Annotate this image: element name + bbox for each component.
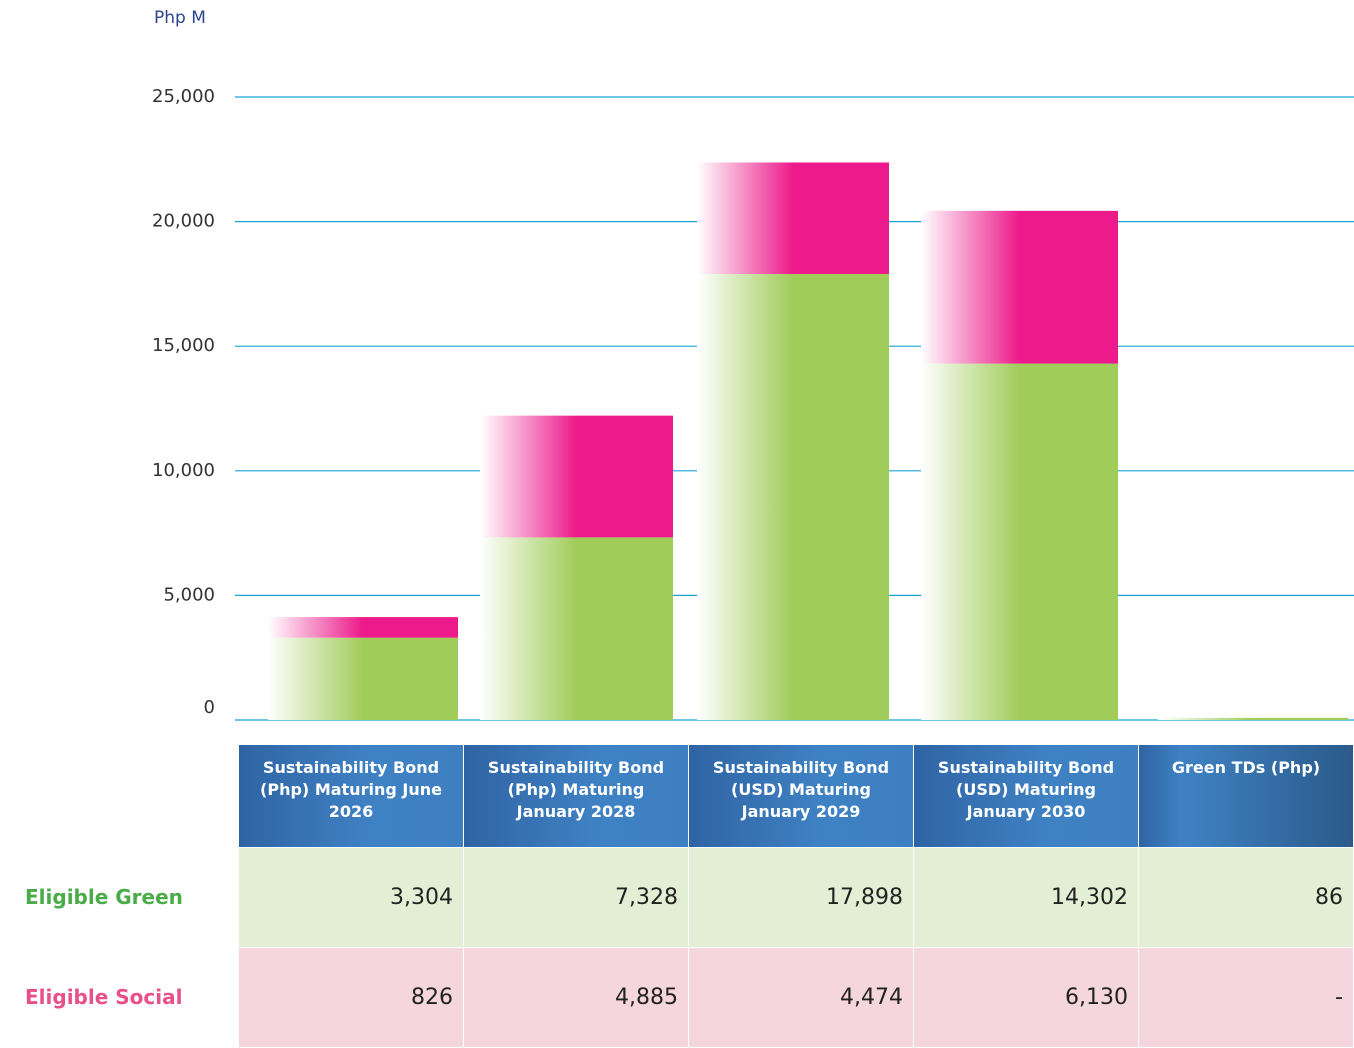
column-header: Sustainability Bond (Php) Maturing June … [239,745,464,847]
y-tick-label: 10,000 [152,460,215,481]
y-tick-label: 20,000 [152,211,215,232]
bar-segment [268,617,458,638]
table-value: 14,302 [914,848,1139,947]
table-value: 3,304 [239,848,464,947]
table-value: 4,885 [464,948,689,1047]
bar-segment [480,415,673,538]
table-value: 826 [239,948,464,1047]
table-value: - [1139,948,1354,1047]
bar-segment [921,363,1118,720]
table-value: 86 [1139,848,1354,947]
bar-segment [921,210,1118,364]
bar-segment [1158,717,1348,720]
y-tick-label: 25,000 [152,86,215,107]
chart: Php M 0 5,000 10,000 15,000 20,000 25,000 [152,8,1354,721]
row-label: Eligible Green [25,885,183,909]
column-header: Green TDs (Php) [1139,745,1354,847]
column-header: Sustainability Bond (USD) Maturing Janua… [689,745,914,847]
bar-segment [480,537,673,720]
row-label: Eligible Social [25,985,183,1009]
bar-segment [268,637,458,720]
column-header: Sustainability Bond (Php) Maturing Janua… [464,745,689,847]
axis-unit: Php M [154,8,206,28]
bar-segment [697,273,889,720]
y-tick-label: 0 [204,697,215,718]
y-tick-label: 5,000 [163,584,215,605]
bar-segment [697,162,889,274]
table-value: 7,328 [464,848,689,947]
column-header: Sustainability Bond (USD) Maturing Janua… [914,745,1139,847]
table-value: 4,474 [689,948,914,1047]
y-tick-label: 15,000 [152,335,215,356]
table-value: 17,898 [689,848,914,947]
table-value: 6,130 [914,948,1139,1047]
